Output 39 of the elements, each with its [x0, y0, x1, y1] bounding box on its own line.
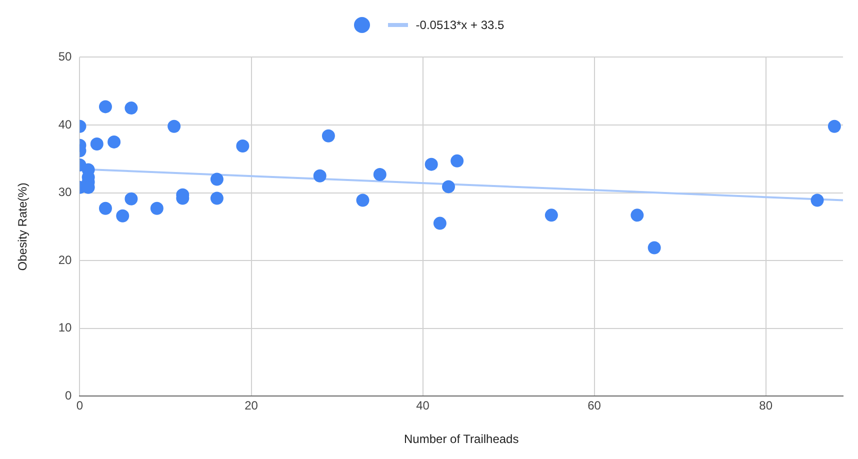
y-tick-label: 40 [58, 117, 72, 132]
point [810, 194, 824, 207]
point [313, 169, 326, 182]
point [450, 154, 464, 168]
point [322, 129, 335, 142]
point [90, 137, 104, 150]
y-tick-label: 0 [65, 388, 72, 403]
y-tick-label: 30 [58, 185, 72, 200]
y-axis-title: Obesity Rate(%) [16, 182, 30, 271]
x-tick-label: 0 [76, 398, 84, 413]
point [108, 135, 121, 148]
point [98, 100, 112, 114]
x-tick-label: 20 [244, 398, 258, 413]
point [828, 120, 841, 133]
point [433, 216, 446, 230]
point [150, 202, 164, 215]
y-tick-label: 10 [58, 320, 72, 335]
x-tick-label: 40 [416, 398, 430, 413]
point [373, 168, 386, 181]
point [116, 209, 130, 222]
point [648, 241, 661, 254]
point [124, 102, 138, 115]
point [98, 202, 112, 215]
x-tick-label: 80 [759, 398, 773, 413]
point [356, 194, 370, 207]
point [168, 120, 181, 133]
point [630, 208, 644, 222]
point [210, 172, 224, 186]
point [544, 208, 558, 222]
x-axis-title: Number of Trailheads [404, 432, 519, 446]
point [442, 180, 456, 194]
y-tick-label: 20 [58, 252, 72, 267]
legend-label: -0.0513*x + 33.5 [416, 18, 504, 32]
y-tick-label: 50 [58, 50, 72, 64]
point [124, 192, 138, 206]
point [210, 192, 224, 205]
point [236, 140, 250, 153]
x-tick-label: 60 [588, 398, 602, 413]
point [424, 158, 438, 171]
